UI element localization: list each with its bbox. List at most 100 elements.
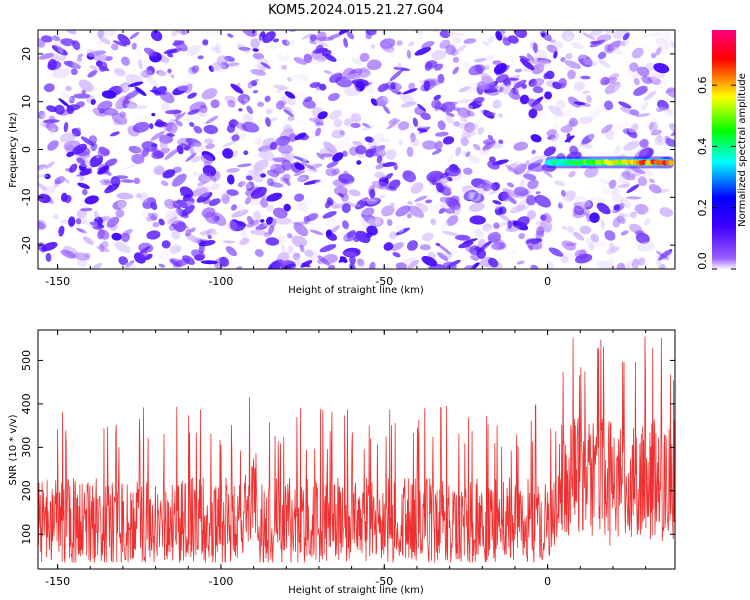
heatmap-noise-blob [129,31,140,40]
heatmap-noise-blob [480,72,495,86]
heatmap-noise-blob [76,157,86,165]
heatmap-noise-blob [355,230,371,244]
heatmap-noise-blob [249,78,259,85]
heatmap-noise-blob [245,181,255,191]
heatmap-noise-blob [616,262,626,269]
heatmap-noise-blob [446,112,455,117]
heatmap-noise-blob [560,125,573,133]
heatmap-noise-blob [660,31,672,41]
heatmap-noise-blob [199,104,208,114]
heatmap-noise-blob [275,135,291,146]
heatmap-noise-blob [205,115,219,125]
heatmap-noise-blob [159,140,168,150]
heatmap-noise-blob [139,248,148,257]
heatmap-noise-blob [292,251,300,258]
heatmap-noise-blob [80,207,93,212]
heatmap-noise-blob [388,231,397,240]
heatmap-noise-blob [519,179,525,189]
heatmap-noise-blob [532,170,540,176]
heatmap-noise-blob [254,167,264,177]
heatmap-noise-blob [578,75,591,82]
heatmap-noise-blob [269,141,278,150]
heatmap-noise-blob [445,114,454,124]
heatmap-noise-blob [369,188,376,199]
heatmap-noise-blob [38,219,47,231]
heatmap-noise-blob [309,34,317,42]
heatmap-noise-blob [635,113,651,118]
heatmap-noise-blob [131,42,137,50]
y-tick-label: -20 [20,236,33,254]
heatmap-noise-blob [343,170,349,176]
heatmap-noise-blob [78,163,87,171]
heatmap-noise-blob [407,259,419,269]
heatmap-noise-blob [348,189,361,197]
heatmap-noise-blob [80,136,95,147]
heatmap-noise-blob [156,70,167,77]
heatmap-noise-blob [381,205,395,217]
heatmap-noise-blob [72,59,84,69]
heatmap-noise-blob [464,82,477,94]
heatmap-noise-blob [230,204,238,211]
heatmap-noise-blob [534,194,552,208]
heatmap-noise-blob [290,105,305,117]
heatmap-noise-blob [307,89,319,94]
heatmap-noise-blob [656,132,663,144]
heatmap-noise-blob [540,168,553,178]
heatmap-noise-blob [617,183,630,189]
heatmap-noise-blob [663,107,675,118]
heatmap-noise-blob [336,125,346,131]
heatmap-noise-blob [259,150,275,161]
x-tick-label: -100 [208,275,233,288]
heatmap-noise-blob [86,48,96,58]
heatmap-noise-blob [49,127,56,136]
heatmap-noise-blob [596,202,611,215]
heatmap-noise-blob [47,214,56,222]
heatmap-noise-blob [309,82,321,88]
heatmap-noise-blob [226,168,240,173]
heatmap-noise-blob [208,65,215,73]
heatmap-noise-blob [477,126,485,135]
heatmap-noise-blob [651,193,657,202]
heatmap-noise-blob [468,202,485,212]
heatmap-noise-blob [191,249,206,260]
heatmap-noise-blob [260,198,269,208]
heatmap-noise-blob [155,119,164,128]
heatmap-noise-blob [634,255,649,260]
heatmap-noise-blob [406,213,412,219]
heatmap-noise-blob [290,245,296,253]
heatmap-noise-blob [334,185,348,197]
heatmap-noise-blob [109,131,120,137]
heatmap-noise-blob [499,214,510,221]
heatmap-noise-blob [117,200,129,211]
heatmap-noise-blob [268,225,275,235]
heatmap-noise-blob [458,137,470,146]
heatmap-noise-blob [516,30,522,36]
heatmap-noise-blob [161,240,171,249]
heatmap-noise-blob [544,91,553,100]
heatmap-noise-blob [641,75,653,84]
heatmap-noise-blob [374,171,387,180]
heatmap-noise-blob [150,30,163,42]
heatmap-noise-blob [133,177,141,185]
heatmap-noise-blob [565,220,581,227]
heatmap-noise-blob [44,173,51,180]
heatmap-noise-blob [621,171,636,181]
heatmap-noise-blob [501,191,511,202]
heatmap-noise-blob [72,40,81,51]
colorbar: 0.0 0.2 0.4 0.6 Normalized spectral amplitu… [696,30,748,270]
heatmap-noise-blob [55,203,67,211]
y-tick-label: 200 [20,480,33,501]
heatmap-noise-blob [203,124,219,135]
heatmap-noise-blob [604,53,618,61]
heatmap-noise-blob [54,76,61,83]
heatmap-noise-blob [185,228,192,237]
heatmap-noise-blob [669,40,675,49]
heatmap-noise-blob [584,200,594,210]
heatmap-noise-blob [611,193,619,201]
heatmap-noise-blob [417,103,427,112]
heatmap-noise-blob [437,120,446,131]
heatmap-noise-blob [552,121,560,130]
heatmap-noise-blob [612,133,620,142]
heatmap-noise-blob [264,95,271,103]
heatmap-noise-blob [253,210,261,221]
